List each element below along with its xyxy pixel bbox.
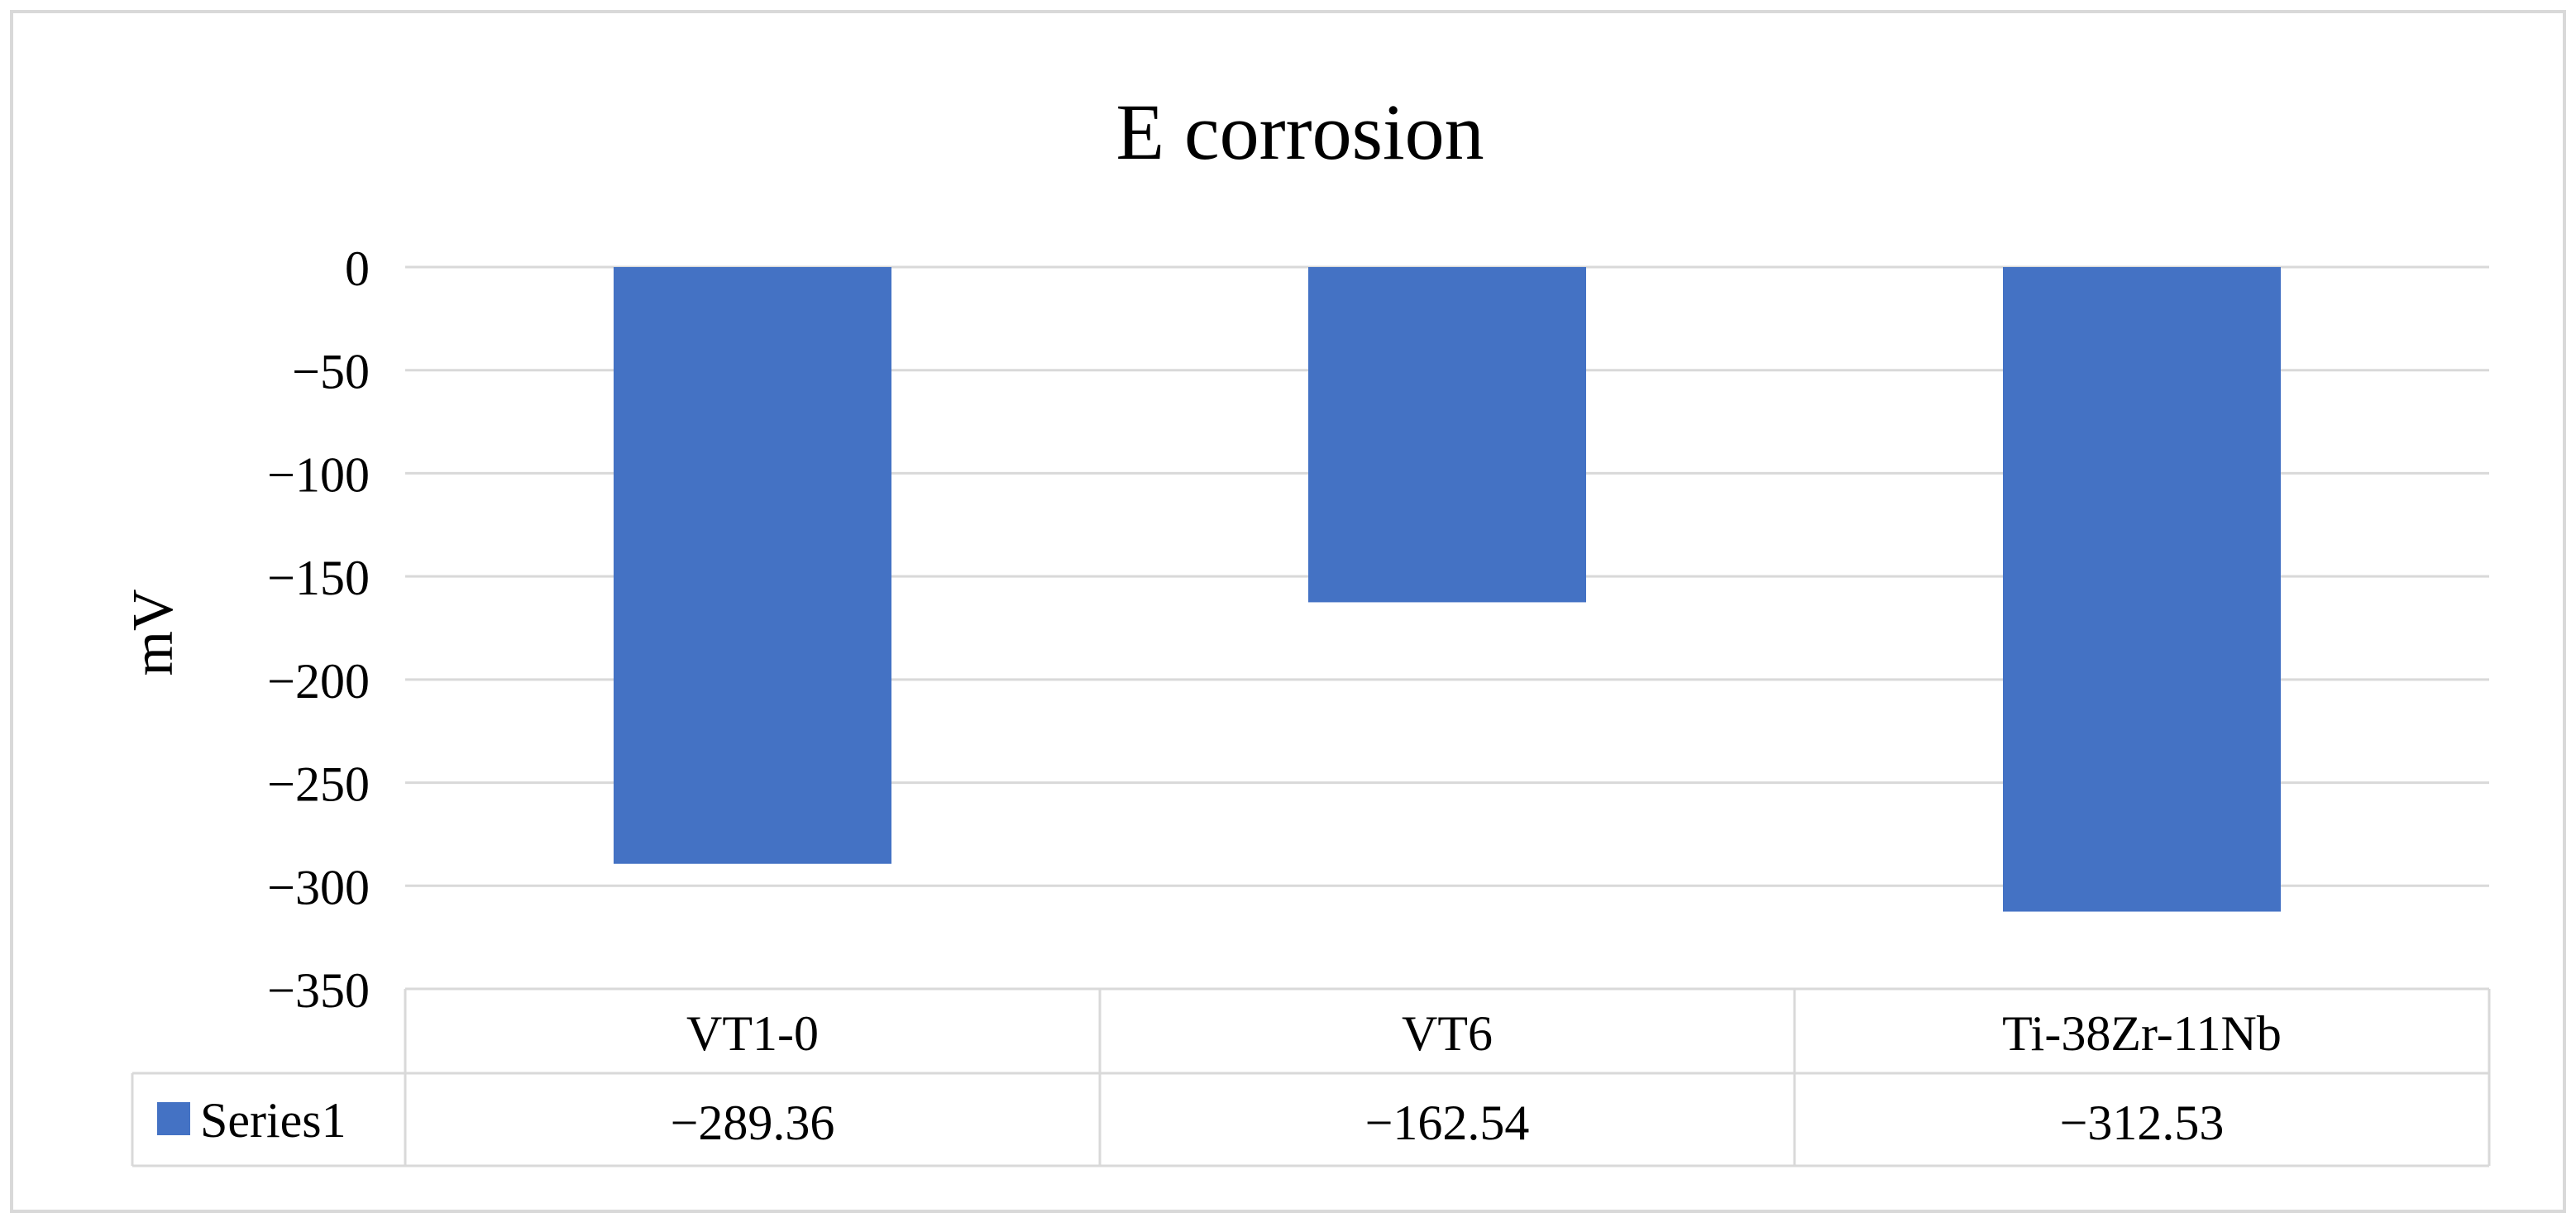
y-tick-label: −200 bbox=[267, 654, 370, 709]
data-value-label: −312.53 bbox=[2060, 1096, 2225, 1150]
data-value-label: −289.36 bbox=[671, 1096, 835, 1150]
chart-frame bbox=[10, 10, 2566, 1213]
legend-series-name: Series1 bbox=[200, 1093, 346, 1148]
x-category-label: VT1-0 bbox=[686, 1006, 819, 1061]
y-tick-label: −100 bbox=[267, 447, 370, 502]
y-tick-label: −150 bbox=[267, 551, 370, 605]
bar bbox=[2003, 267, 2281, 912]
y-axis-label: mV bbox=[122, 590, 185, 676]
data-table: VT1-0 VT6 Ti-38Zr-11Nb Series1 −289.36 −162.5… bbox=[131, 987, 2491, 1167]
y-tick-label: −300 bbox=[267, 860, 370, 914]
y-tick-label: −250 bbox=[267, 757, 370, 812]
x-category-label: VT6 bbox=[1402, 1006, 1493, 1061]
chart-title: E corrosion bbox=[1116, 88, 1484, 176]
bar bbox=[1308, 267, 1586, 603]
bar bbox=[614, 267, 891, 864]
bars bbox=[614, 267, 2281, 912]
y-axis-ticks: 0 −50 −100 −150 −200 −250 −300 −350 bbox=[267, 241, 370, 1018]
y-tick-label: −350 bbox=[267, 963, 370, 1018]
y-tick-label: 0 bbox=[345, 241, 370, 296]
data-value-label: −162.54 bbox=[1365, 1096, 1530, 1150]
legend-swatch bbox=[157, 1102, 190, 1135]
y-tick-label: −50 bbox=[292, 345, 370, 399]
x-category-label: Ti-38Zr-11Nb bbox=[2002, 1006, 2282, 1061]
